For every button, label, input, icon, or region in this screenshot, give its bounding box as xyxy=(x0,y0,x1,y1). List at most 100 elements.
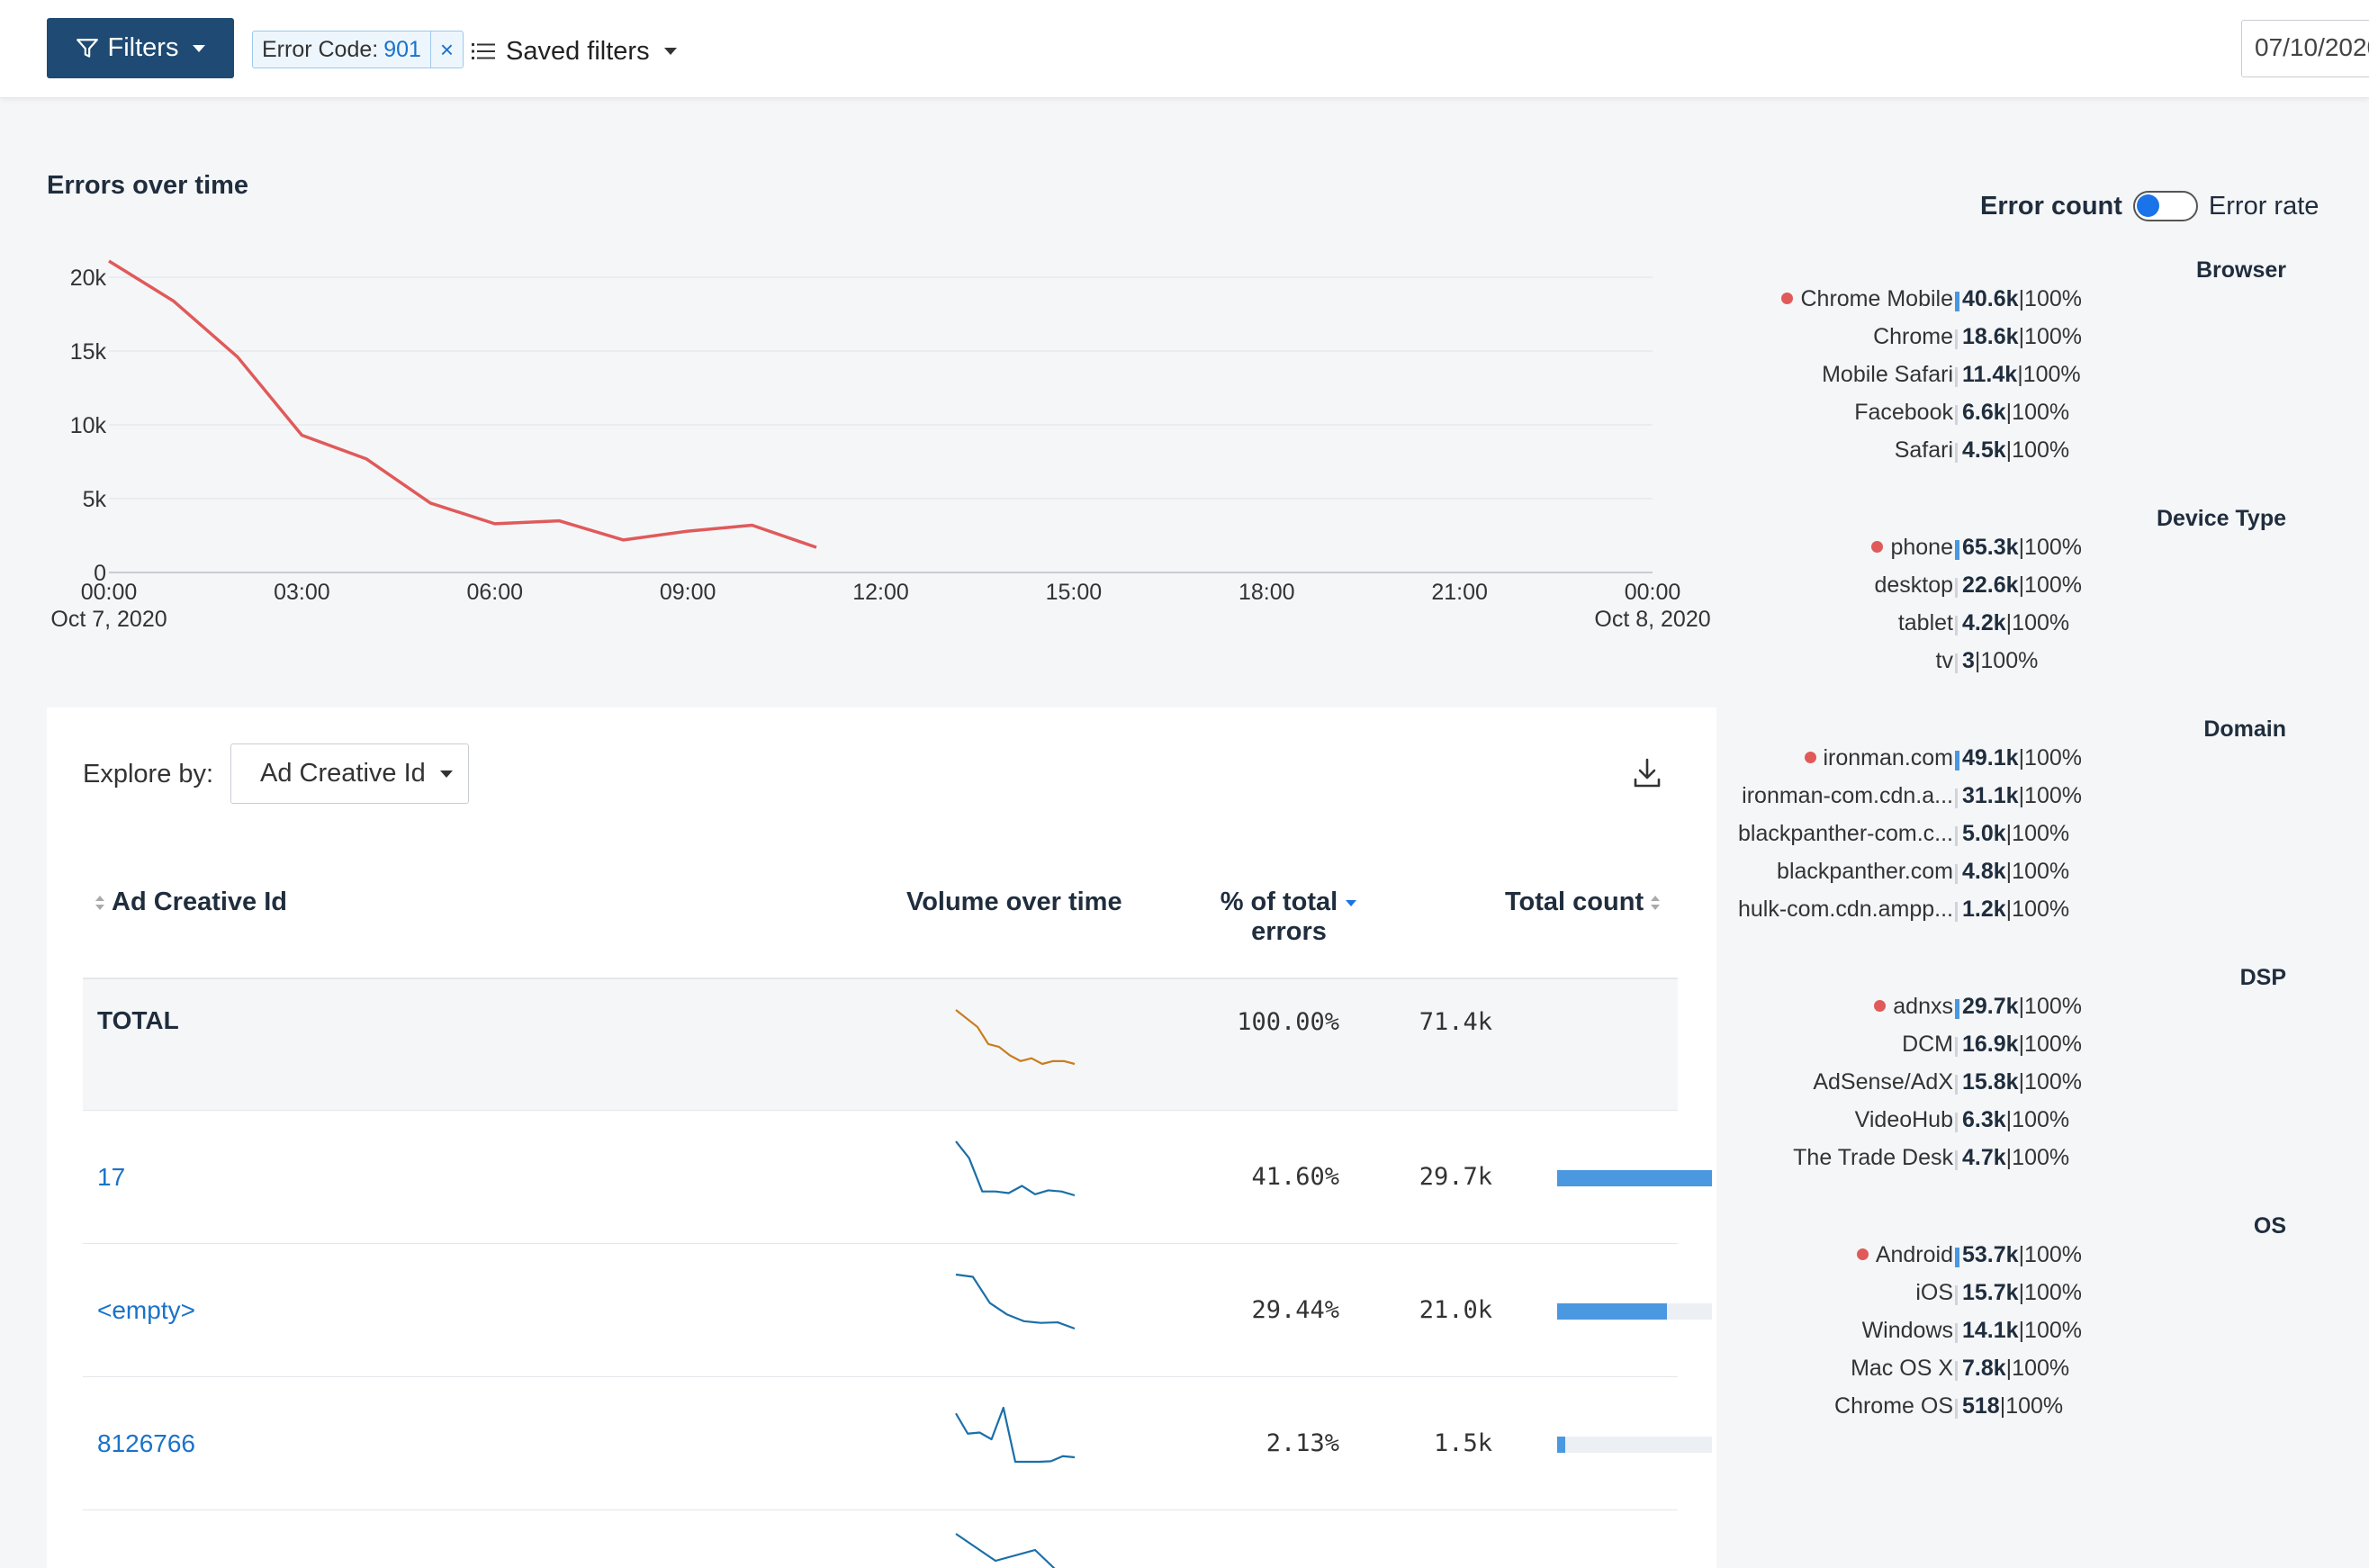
switch-knob xyxy=(2136,194,2159,217)
breakdown-item[interactable]: ironman.com 49.1k|100% xyxy=(1710,745,2340,783)
column-header-ad-creative-id[interactable]: Ad Creative Id xyxy=(94,888,287,917)
share-bar-fill xyxy=(1557,1437,1565,1453)
x-tick-date: Oct 8, 2020 xyxy=(1594,607,1710,632)
breakdown-item-label: adnxs xyxy=(1874,994,1953,1020)
x-tick-label: 18:00 xyxy=(1239,580,1295,605)
breakdown-title: OS xyxy=(2253,1213,2286,1239)
breakdown-item-label: phone xyxy=(1871,535,1953,561)
explore-by-value: Ad Creative Id xyxy=(260,759,426,788)
share-bar xyxy=(1557,1170,1712,1186)
breakdown-item[interactable]: Safari 4.5k|100% xyxy=(1710,437,2340,475)
breakdown-item[interactable]: blackpanther-com.c... 5.0k|100% xyxy=(1710,821,2340,859)
breakdown-item[interactable]: The Trade Desk 4.7k|100% xyxy=(1710,1145,2340,1183)
breakdown-item-value: 16.9k|100% xyxy=(1962,1032,2082,1057)
breakdown-item[interactable]: Chrome OS 518|100% xyxy=(1710,1393,2340,1431)
breakdown-item[interactable]: tablet 4.2k|100% xyxy=(1710,610,2340,648)
breakdown-item-value: 4.7k|100% xyxy=(1962,1145,2070,1170)
breakdown-bar xyxy=(1955,367,1958,387)
breakdown-bar xyxy=(1955,902,1958,922)
sort-icon xyxy=(95,896,104,911)
breakdown-item[interactable]: Chrome Mobile 40.6k|100% xyxy=(1710,286,2340,324)
breakdown-item[interactable]: phone 65.3k|100% xyxy=(1710,535,2340,572)
breakdown-item-value: 18.6k|100% xyxy=(1962,324,2082,349)
breakdown-item-value: 53.7k|100% xyxy=(1962,1242,2082,1267)
row-pct: 29.44% xyxy=(1251,1296,1339,1324)
breakdown-item[interactable]: ironman-com.cdn.a... 31.1k|100% xyxy=(1710,783,2340,821)
row-id-link[interactable]: 17 xyxy=(97,1163,126,1191)
close-icon[interactable]: × xyxy=(429,32,463,68)
breakdown-title: Device Type xyxy=(2156,506,2286,531)
breakdown-item-value: 22.6k|100% xyxy=(1962,572,2082,598)
download-icon[interactable] xyxy=(1633,758,1662,789)
x-tick-label: 03:00 xyxy=(274,580,330,605)
breakdown-item-label: blackpanther.com xyxy=(1777,859,1953,884)
breakdown-item[interactable]: Windows 14.1k|100% xyxy=(1710,1318,2340,1356)
breakdown-bar xyxy=(1955,789,1958,808)
breakdown-bar xyxy=(1955,540,1959,560)
breakdown-item[interactable]: blackpanther.com 4.8k|100% xyxy=(1710,859,2340,897)
breakdown-item[interactable]: Mac OS X 7.8k|100% xyxy=(1710,1356,2340,1393)
breakdown-item-value: 11.4k|100% xyxy=(1962,362,2081,387)
breakdown-item[interactable]: Facebook 6.6k|100% xyxy=(1710,400,2340,437)
metric-switch[interactable] xyxy=(2132,191,2198,221)
x-tick-label: 00:00 xyxy=(81,580,138,605)
breakdown-item[interactable]: VideoHub 6.3k|100% xyxy=(1710,1107,2340,1145)
breakdown-item[interactable]: hulk-com.cdn.ampp... 1.2k|100% xyxy=(1710,897,2340,934)
column-header-total-count[interactable]: Total count xyxy=(1505,888,1662,917)
breakdown-item-label: blackpanther-com.c... xyxy=(1738,821,1953,846)
x-tick-date: Oct 7, 2020 xyxy=(50,607,167,632)
date-range-input[interactable]: 07/10/2020 xyxy=(2241,20,2369,77)
breakdown-bar xyxy=(1955,1361,1958,1381)
metric-toggle: Error count Error rate xyxy=(1980,191,2319,221)
breakdown-item-value: 49.1k|100% xyxy=(1962,745,2082,770)
list-icon xyxy=(472,43,495,59)
breakdown-item[interactable]: adnxs 29.7k|100% xyxy=(1710,994,2340,1032)
breakdown-bar xyxy=(1955,1075,1958,1095)
row-pct: 41.60% xyxy=(1251,1163,1339,1191)
breakdown-item[interactable]: Android 53.7k|100% xyxy=(1710,1242,2340,1280)
breakdown-item[interactable]: desktop 22.6k|100% xyxy=(1710,572,2340,610)
explore-by-select[interactable]: Ad Creative Id xyxy=(230,743,469,804)
breakdown-bar xyxy=(1955,443,1958,463)
share-bar-fill xyxy=(1557,1170,1712,1186)
saved-filters-dropdown[interactable]: Saved filters xyxy=(472,32,677,70)
sort-icon xyxy=(1651,896,1661,911)
breakdown-item-value: 6.6k|100% xyxy=(1962,400,2070,425)
breakdown-bar xyxy=(1955,1113,1958,1132)
chevron-down-icon xyxy=(193,44,206,52)
breakdown-item[interactable]: tv 3|100% xyxy=(1710,648,2340,686)
table-row xyxy=(83,1510,1678,1568)
filters-button[interactable]: Filters xyxy=(47,18,234,78)
filter-chip-error-code[interactable]: Error Code: 901 × xyxy=(252,31,464,68)
breakdown-item-label: desktop xyxy=(1874,572,1953,598)
row-pct: 2.13% xyxy=(1266,1429,1339,1457)
breakdown-item[interactable]: Mobile Safari 11.4k|100% xyxy=(1710,362,2340,400)
breakdown-bar xyxy=(1955,653,1958,673)
breakdown-item[interactable]: Chrome 18.6k|100% xyxy=(1710,324,2340,362)
breakdown-bar xyxy=(1955,1248,1959,1267)
breakdown-item-value: 65.3k|100% xyxy=(1962,535,2082,560)
breakdown-item[interactable]: iOS 15.7k|100% xyxy=(1710,1280,2340,1318)
row-pct: 100.00% xyxy=(1237,1008,1339,1036)
breakdown-item[interactable]: DCM 16.9k|100% xyxy=(1710,1032,2340,1069)
breakdown-item-value: 518|100% xyxy=(1962,1393,2064,1419)
x-tick-label: 21:00 xyxy=(1431,580,1488,605)
selected-dot-icon xyxy=(1874,1000,1887,1012)
row-count: 71.4k xyxy=(1419,1008,1492,1036)
row-id-link[interactable]: <empty> xyxy=(97,1296,195,1324)
column-header-volume: Volume over time xyxy=(906,888,1122,916)
y-tick-label: 15k xyxy=(70,339,107,365)
breakdown-item-label: Android xyxy=(1856,1242,1953,1268)
breakdown-bar xyxy=(1955,616,1958,635)
row-id-link[interactable]: 8126766 xyxy=(97,1429,196,1457)
breakdown-bar xyxy=(1955,405,1958,425)
breakdown-item-label: hulk-com.cdn.ampp... xyxy=(1738,897,1953,922)
error-count-label: Error count xyxy=(1980,191,2122,221)
sparkline-path xyxy=(955,1533,1056,1568)
x-tick-label: 15:00 xyxy=(1046,580,1103,605)
table-row: 8126766 2.13% 1.5k xyxy=(83,1377,1712,1510)
series-line xyxy=(108,259,817,549)
breakdown-item[interactable]: AdSense/AdX 15.8k|100% xyxy=(1710,1069,2340,1107)
breakdown-item-value: 3|100% xyxy=(1962,648,2039,673)
column-header-pct[interactable]: % of total errors xyxy=(1190,888,1388,947)
